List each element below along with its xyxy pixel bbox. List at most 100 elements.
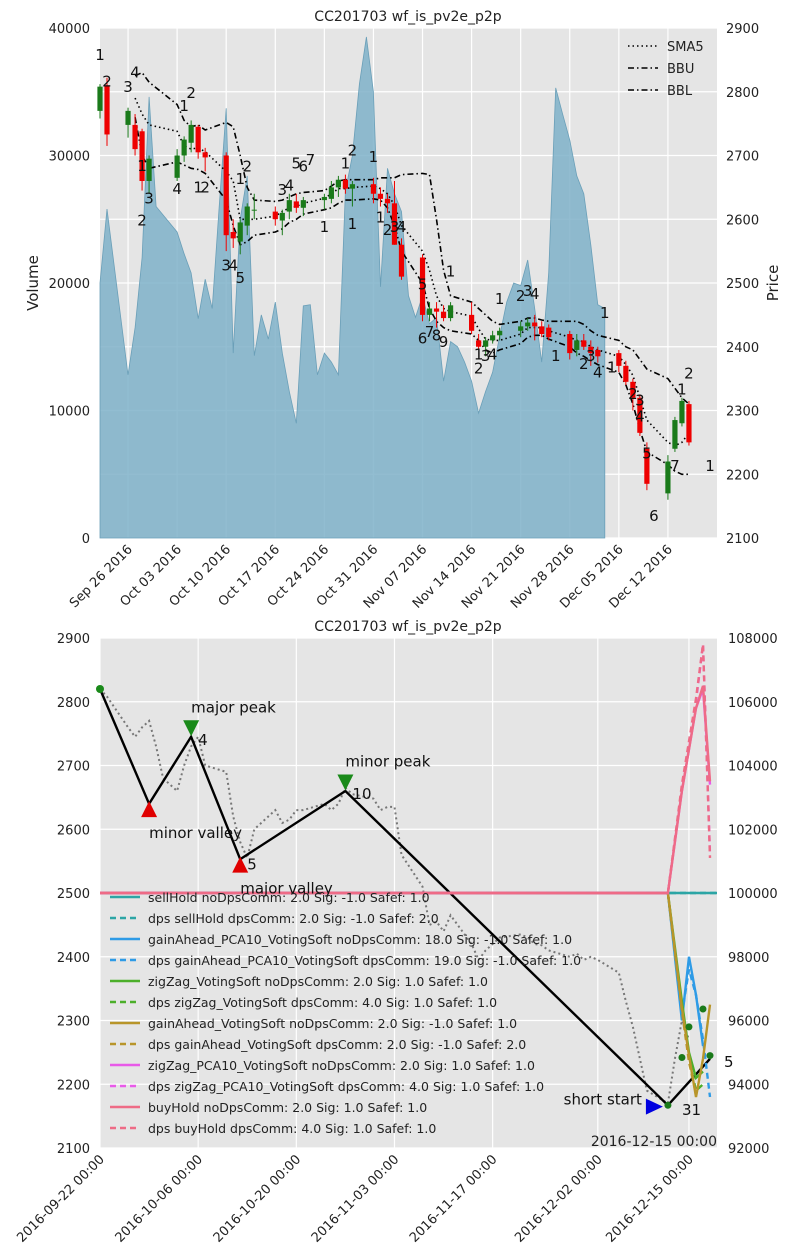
signal-dot	[664, 1101, 672, 1109]
wave-label: 2	[348, 142, 358, 160]
candle-body	[195, 126, 201, 153]
candle-body	[672, 420, 678, 449]
top-right-axis-label: Price	[764, 265, 782, 302]
bottom-left-tick-labels: 2100 2200 2300 2400 2500 2600 2700 2800 2900	[57, 632, 90, 1157]
candle-body	[370, 184, 377, 194]
wave-label: 1	[193, 178, 203, 196]
signal-dot	[685, 1023, 693, 1031]
wave-label: 3	[390, 218, 400, 236]
candle-body	[630, 381, 636, 398]
equity-line	[100, 891, 712, 1098]
candle-body	[476, 340, 482, 347]
wave-label: 2	[628, 385, 638, 403]
wave-label: 2	[200, 178, 210, 196]
candlesticks	[97, 77, 692, 500]
tick-label: 2100	[726, 532, 759, 547]
candle-body	[588, 346, 594, 354]
pivot-markers: minor valley major peak major valley minor …	[96, 685, 663, 1115]
candle-body	[272, 211, 278, 220]
tick-label: 2300	[57, 1015, 90, 1030]
candle-body	[426, 308, 433, 315]
candle-body	[97, 86, 103, 111]
tick-label: 96000	[728, 1015, 769, 1030]
tick-label: 30000	[49, 150, 90, 165]
tick-label: 2200	[57, 1078, 90, 1093]
top-left-tick-labels: 0 10000 20000 30000 40000	[49, 22, 90, 547]
wave-label: 4	[228, 256, 238, 274]
wave-label: 1	[600, 304, 610, 322]
legend-label: dps zigZag_PCA10_VotingSoft dpsComm: 4.0…	[148, 1079, 544, 1094]
wave-label: 3	[586, 347, 596, 365]
top-chart-title: CC201703 wf_is_pv2e_p2p	[314, 9, 501, 25]
candle-body	[539, 326, 545, 334]
wave-label: 5	[642, 444, 652, 462]
legend-label: buyHold noDpsComm: 2.0 Sig: 1.0 Safef: 1…	[148, 1100, 427, 1115]
wave-label: 4	[530, 285, 540, 303]
candle-body	[518, 326, 524, 331]
wave-label: 2	[516, 287, 526, 305]
wave-label: 3	[635, 391, 645, 409]
wave-label: 1	[341, 154, 351, 172]
candle-body	[497, 330, 503, 336]
candle-body	[125, 110, 131, 125]
candle-body	[286, 200, 292, 212]
legend-label: BBL	[667, 84, 693, 99]
candle-body	[146, 158, 152, 181]
wave-label: 5	[418, 275, 428, 293]
candle-body	[637, 397, 643, 433]
tick-label: 2016-10-20 00:00	[211, 1152, 304, 1245]
wave-label: 3	[144, 189, 154, 207]
signal-dot	[706, 1052, 714, 1060]
wave-label: 2	[383, 221, 393, 239]
candle-body	[104, 85, 110, 135]
tick-label: 20000	[49, 277, 90, 292]
legend-label: dps gainAhead_VotingSoft dpsComm: 2.0 Si…	[148, 1037, 526, 1052]
candle-body	[342, 179, 348, 189]
candle-body	[202, 152, 208, 158]
pivot-marker	[645, 1098, 663, 1115]
tick-label: 10000	[49, 405, 90, 420]
wave-label: 1	[376, 208, 386, 226]
candle-body	[686, 404, 692, 443]
tick-label: 40000	[49, 22, 90, 37]
wave-label: 5	[235, 269, 245, 287]
candle-body	[525, 322, 531, 327]
legend-label: dps gainAhead_PCA10_VotingSoft dpsComm: …	[148, 953, 581, 968]
wave-label: 4	[130, 64, 140, 82]
point-label: 5	[724, 1053, 734, 1071]
candle-body	[623, 365, 629, 382]
candle-body	[440, 311, 447, 319]
wave-label: 1	[348, 215, 358, 233]
tick-label: 2016-09-22 00:00	[14, 1152, 107, 1245]
wave-label: 4	[635, 407, 645, 425]
candle-body	[581, 340, 587, 347]
tick-label: 0	[82, 532, 90, 547]
marker-label: minor peak	[345, 752, 430, 770]
equity-line	[100, 644, 712, 895]
tick-label: 102000	[728, 823, 778, 838]
marker-label: major valley	[240, 880, 333, 898]
pivot-marker	[96, 685, 104, 693]
tick-label: 108000	[728, 632, 778, 647]
candle-body	[237, 222, 243, 242]
candle-body	[595, 349, 601, 357]
wave-label: 3	[523, 282, 533, 300]
top-legend: SMA5 BBU BBL	[628, 40, 704, 99]
equity-chart: minor valley major peak major valley minor …	[14, 619, 777, 1246]
point-labels: 4 5 10 31 5	[198, 731, 733, 1119]
wave-label: 6	[649, 507, 659, 525]
candle-body	[546, 327, 552, 338]
marker-label: short start	[564, 1091, 642, 1109]
legend-label: dps sellHold dpsComm: 2.0 Sig: -1.0 Safe…	[148, 911, 439, 926]
equity-series	[100, 644, 717, 1109]
tick-label: 2800	[57, 696, 90, 711]
tick-label: 2400	[57, 951, 90, 966]
signal-dot	[699, 1005, 707, 1013]
bbu-line	[134, 71, 690, 405]
candle-body	[300, 200, 306, 208]
point-label: 5	[247, 855, 257, 873]
candle-body	[419, 257, 426, 315]
wave-label: 1	[495, 290, 505, 308]
